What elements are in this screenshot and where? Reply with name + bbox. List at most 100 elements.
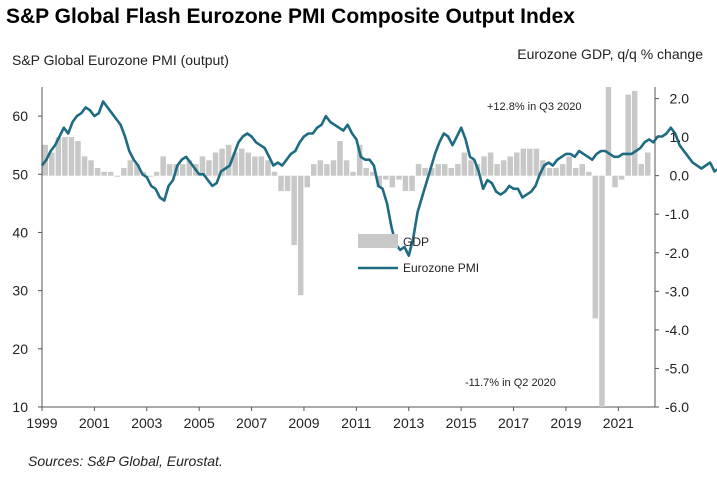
gdp-bar bbox=[468, 160, 474, 176]
gdp-bar bbox=[88, 160, 94, 176]
gdp-bar bbox=[330, 160, 337, 176]
gdp-bar bbox=[428, 168, 435, 176]
gdp-bar bbox=[114, 175, 120, 177]
gdp-bar bbox=[631, 90, 638, 176]
x-tick-label: 2007 bbox=[236, 415, 267, 431]
gdp-bar bbox=[618, 175, 625, 180]
gdp-bar bbox=[461, 152, 468, 176]
gdp-bar bbox=[108, 171, 114, 176]
gdp-bar bbox=[317, 160, 324, 176]
gdp-bar bbox=[376, 175, 382, 188]
chart-title: S&P Global Flash Eurozone PMI Composite … bbox=[6, 5, 575, 28]
gdp-bar bbox=[232, 152, 238, 176]
pmi-line bbox=[40, 100, 717, 257]
gdp-bar bbox=[68, 137, 75, 176]
left-tick-label: 40 bbox=[12, 224, 28, 240]
x-axis-ticks: 1999 2001 2003 2005 2007 2009 2011 2013 2015 2017… bbox=[26, 407, 634, 431]
gdp-bar bbox=[219, 148, 225, 176]
gdp-bar bbox=[645, 152, 651, 176]
gdp-bar bbox=[409, 175, 415, 192]
gdp-bar bbox=[258, 156, 265, 176]
right-tick-label: 1.0 bbox=[670, 129, 690, 145]
x-tick-label: 2003 bbox=[131, 415, 162, 431]
gdp-bar bbox=[579, 164, 585, 176]
right-tick-label: -3.0 bbox=[665, 283, 689, 299]
gdp-bar bbox=[94, 168, 101, 176]
x-tick-label: 2015 bbox=[446, 415, 477, 431]
gdp-bar bbox=[121, 168, 127, 176]
right-tick-label: 0.0 bbox=[670, 168, 690, 184]
gdp-bar bbox=[396, 175, 402, 180]
gdp-bar bbox=[180, 164, 186, 176]
gdp-bar bbox=[134, 164, 140, 176]
annotation-q3-2020: +12.8% in Q3 2020 bbox=[487, 101, 582, 113]
gdp-bar bbox=[297, 175, 304, 296]
gdp-bar bbox=[356, 144, 363, 176]
legend-gdp-swatch bbox=[358, 234, 398, 248]
gdp-bar bbox=[199, 156, 206, 176]
x-tick-label: 2001 bbox=[79, 415, 110, 431]
left-tick-label: 20 bbox=[12, 341, 28, 357]
gdp-bar bbox=[245, 152, 251, 176]
x-tick-label: 2013 bbox=[393, 415, 424, 431]
gdp-bar bbox=[363, 168, 369, 176]
gdp-bar bbox=[533, 148, 540, 176]
x-tick-label: 2021 bbox=[603, 415, 634, 431]
source-note: Sources: S&P Global, Eurostat. bbox=[28, 453, 223, 469]
gdp-bar bbox=[527, 148, 533, 176]
gdp-bar bbox=[147, 175, 153, 177]
x-tick-label: 2011 bbox=[341, 415, 371, 431]
gdp-bar bbox=[494, 164, 500, 176]
gdp-bar bbox=[370, 171, 376, 176]
gdp-bar bbox=[553, 168, 559, 176]
gdp-bar bbox=[455, 164, 461, 176]
gdp-bar bbox=[592, 175, 599, 319]
right-axis-title: Eurozone GDP, q/q % change bbox=[517, 46, 703, 62]
gdp-bar bbox=[252, 156, 258, 176]
gdp-bars bbox=[42, 87, 651, 407]
gdp-bar bbox=[448, 168, 454, 176]
gdp-bar bbox=[206, 160, 212, 176]
gdp-bar bbox=[487, 152, 494, 176]
gdp-bar bbox=[271, 171, 278, 176]
gdp-bar bbox=[55, 137, 62, 176]
legend-gdp-label: GDP bbox=[403, 235, 429, 249]
gdp-bar bbox=[337, 141, 343, 176]
x-tick-label: 2019 bbox=[550, 415, 581, 431]
gdp-bar bbox=[101, 171, 107, 176]
left-tick-label: 30 bbox=[12, 283, 28, 299]
gdp-bar bbox=[153, 171, 160, 176]
x-tick-label: 2005 bbox=[184, 415, 215, 431]
gdp-bar bbox=[160, 156, 166, 176]
annotation-q2-2020: -11.7% in Q2 2020 bbox=[465, 377, 556, 389]
gdp-bar bbox=[638, 164, 644, 176]
gdp-bar bbox=[559, 164, 566, 176]
left-tick-label: 60 bbox=[12, 108, 28, 124]
right-tick-label: 2.0 bbox=[670, 91, 690, 107]
gdp-bar bbox=[625, 94, 631, 176]
gdp-bar bbox=[350, 171, 356, 176]
x-tick-label: 1999 bbox=[26, 415, 57, 431]
gdp-bar bbox=[212, 152, 219, 176]
right-tick-label: -1.0 bbox=[665, 206, 689, 222]
gdp-bar bbox=[422, 168, 428, 176]
gdp-bar bbox=[278, 175, 284, 192]
gdp-bar bbox=[507, 156, 513, 176]
gdp-bar bbox=[599, 175, 605, 407]
gdp-bar bbox=[415, 164, 422, 176]
gdp-bar bbox=[81, 156, 88, 176]
right-tick-label: -5.0 bbox=[665, 360, 689, 376]
legend: GDP Eurozone PMI bbox=[358, 234, 479, 275]
gdp-bar bbox=[389, 175, 396, 188]
gdp-bar bbox=[514, 152, 520, 176]
gdp-bar bbox=[573, 168, 579, 176]
gdp-bar bbox=[291, 175, 297, 246]
gdp-bar bbox=[402, 175, 409, 192]
gdp-bar bbox=[127, 160, 134, 176]
gdp-bar bbox=[284, 175, 291, 192]
gdp-bar bbox=[49, 152, 55, 176]
left-axis-ticks: 10 20 30 40 50 60 bbox=[12, 108, 42, 415]
right-tick-label: -2.0 bbox=[665, 245, 689, 261]
gdp-bar bbox=[75, 141, 81, 176]
